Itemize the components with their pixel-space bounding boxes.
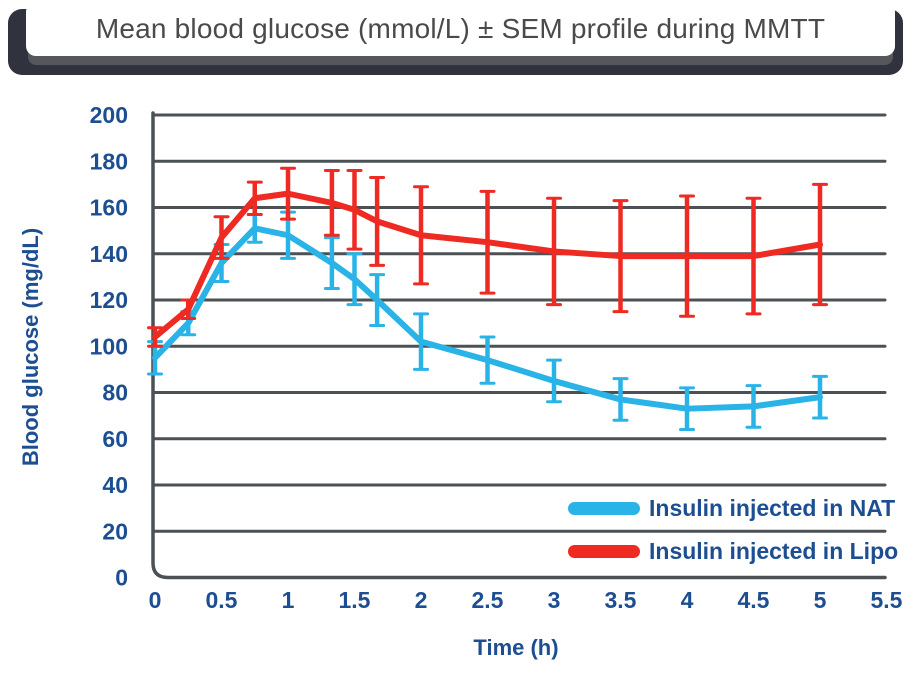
nat-series-swatch [568,501,640,515]
legend-label-nat: Insulin injected in NAT [649,494,896,521]
lipo-series-swatch [568,544,640,558]
y-axis-title: Blood glucose (mg/dL) [18,228,43,466]
x-tick-label: 1.5 [339,587,371,613]
x-tick-label: 5 [814,587,827,613]
x-tick-label: 4.5 [738,587,770,613]
y-tick-label: 60 [102,426,128,452]
x-tick-label: 3.5 [605,587,637,613]
x-tick-label: 2 [415,587,428,613]
page-title: Mean blood glucose (mmol/L) ± SEM profil… [95,13,826,44]
x-tick-label: 2.5 [472,587,504,613]
x-tick-label: 0.5 [206,587,238,613]
series-line-lipo [152,190,823,340]
x-tick-label: 0 [149,587,162,613]
y-tick-label: 20 [102,518,128,544]
axis-line [151,111,887,580]
x-tick-label: 4 [681,587,694,613]
title-card-face: Mean blood glucose (mmol/L) ± SEM profil… [26,2,895,56]
legend-item-nat: Insulin injected in NAT [568,495,895,521]
x-axis-title: Time (h) [473,635,558,660]
legend-item-lipo: Insulin injected in Lipo [568,538,898,564]
y-tick-label: 40 [102,472,128,498]
x-tick-label: 1 [282,587,295,613]
y-tick-label: 200 [90,102,128,128]
y-tick-label: 80 [102,380,128,406]
title-card: Mean blood glucose (mmol/L) ± SEM profil… [8,0,903,76]
y-tick-label: 100 [90,333,128,359]
y-tick-label: 180 [90,148,128,174]
y-tick-label: 0 [115,565,128,591]
x-tick-label: 3 [548,587,561,613]
series-line-nat [152,225,823,412]
y-tick-label: 120 [90,287,128,313]
y-tick-label: 160 [90,195,128,221]
legend-label-lipo: Insulin injected in Lipo [649,537,899,564]
x-tick-label: 5.5 [871,587,903,613]
y-tick-label: 140 [90,241,128,267]
